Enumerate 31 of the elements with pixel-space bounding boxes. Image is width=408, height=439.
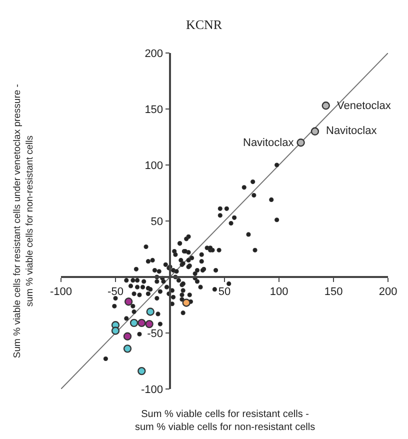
point [145,320,154,328]
point [296,138,305,147]
annotation: Navitoclax [326,125,378,137]
y-tick-label: -100 [141,384,164,396]
x-tick-label: 50 [218,286,231,298]
point [130,318,138,328]
x-tick-label: 150 [324,286,343,298]
chart-title: KCNR [186,16,222,32]
point [322,102,330,110]
point [310,127,320,136]
point [124,298,133,306]
y-tick-label: 200 [144,48,164,60]
point [123,332,132,340]
point [138,318,146,328]
x-tick-label: 200 [378,286,398,298]
x-tick-label: -50 [108,286,124,298]
x-tick-label: 100 [270,286,288,298]
y-tick-label: 150 [144,104,164,116]
y-tick-label: -50 [147,328,164,340]
y-axis-title: Sum % viable cells for resistant cells under venetoclax pressure - sum % viable cells for non-resistant cells [12,84,36,358]
y-tick-label: 100 [144,160,164,172]
point [138,366,146,376]
annotation: Navitoclax [243,137,294,149]
point [123,344,132,353]
point [146,308,154,316]
x-axis-title: Sum % viable cells for resistant cells - sum % viable cells for non-resistant cells [135,409,316,433]
point [111,326,120,335]
x-tick-label: -100 [50,286,72,298]
point [182,298,190,307]
annotation: Venetoclax [337,100,392,112]
y-tick-label: 50 [150,216,164,228]
